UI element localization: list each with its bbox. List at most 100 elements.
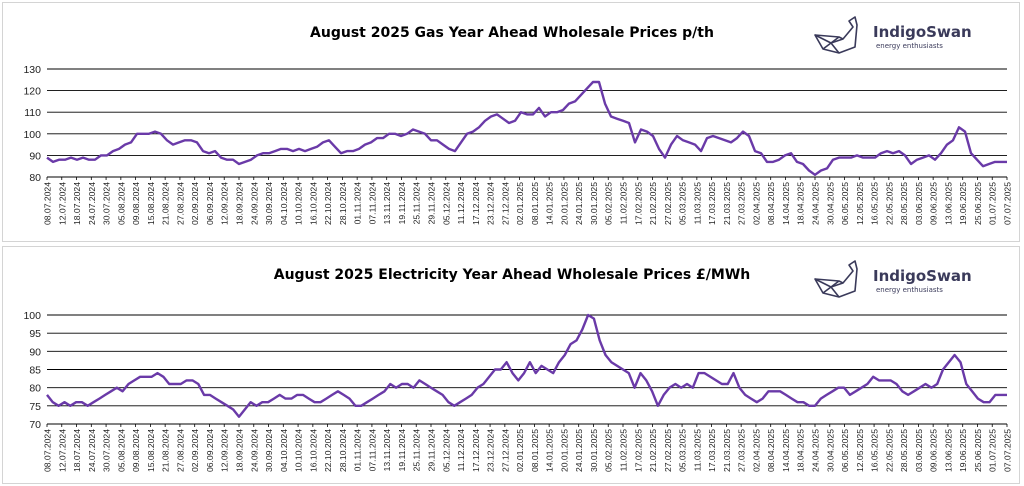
x-tick-label: 23.12.2024 (486, 429, 496, 472)
x-tick-label: 05.12.2024 (441, 429, 451, 472)
x-tick-label: 22.05.2025 (884, 182, 894, 225)
x-tick-label: 27.02.2025 (663, 429, 673, 472)
x-tick-label: 25.11.2024 (412, 429, 422, 472)
x-tick-label: 29.11.2024 (427, 182, 437, 225)
x-tick-label: 14.04.2025 (781, 429, 791, 472)
x-tick-label: 19.11.2024 (397, 182, 407, 225)
swan-logo-icon (814, 16, 858, 54)
x-tick-label: 02.04.2025 (751, 429, 761, 472)
x-tick-label: 30.09.2024 (264, 182, 274, 225)
x-tick-label: 17.02.2025 (633, 429, 643, 472)
x-tick-label: 19.06.2025 (958, 429, 968, 472)
x-tick-label: 30.04.2025 (825, 429, 835, 472)
y-tick-label: 90 (29, 346, 41, 358)
x-tick-label: 06.05.2025 (840, 182, 850, 225)
y-tick-label: 80 (29, 383, 41, 395)
x-tick-label: 01.11.2024 (353, 429, 363, 472)
x-tick-label: 30.07.2024 (102, 429, 112, 472)
x-tick-label: 10.10.2024 (294, 182, 304, 225)
x-tick-label: 19.11.2024 (397, 429, 407, 472)
x-tick-label: 15.08.2024 (146, 182, 156, 225)
x-tick-label: 30.01.2025 (589, 182, 599, 225)
x-tick-label: 12.05.2025 (855, 182, 865, 225)
x-tick-label: 28.05.2025 (899, 182, 909, 225)
x-tick-label: 12.09.2024 (220, 182, 230, 225)
x-tick-label: 29.11.2024 (427, 429, 437, 472)
brand-logo: IndigoSwan energy enthusiasts (809, 13, 972, 59)
x-tick-label: 05.02.2025 (604, 429, 614, 472)
x-tick-label: 13.06.2025 (943, 429, 953, 472)
x-tick-label: 11.12.2024 (456, 429, 466, 472)
x-tick-label: 07.11.2024 (367, 182, 377, 225)
x-tick-label: 08.07.2024 (43, 182, 53, 225)
x-tick-label: 08.01.2025 (530, 182, 540, 225)
x-tick-label: 11.12.2024 (456, 182, 466, 225)
y-tick-label: 130 (23, 64, 41, 76)
x-tick-label: 30.09.2024 (264, 429, 274, 472)
x-tick-label: 27.08.2024 (175, 182, 185, 225)
chart-title: August 2025 Electricity Year Ahead Whole… (273, 267, 751, 283)
x-tick-label: 04.10.2024 (279, 429, 289, 472)
x-tick-label: 12.05.2025 (855, 429, 865, 472)
x-tick-label: 18.04.2025 (796, 182, 806, 225)
x-tick-label: 24.09.2024 (249, 429, 259, 472)
x-tick-label: 05.08.2024 (116, 429, 126, 472)
x-tick-label: 21.08.2024 (161, 182, 171, 225)
x-tick-label: 11.03.2025 (692, 429, 702, 472)
y-tick-label: 120 (23, 86, 41, 98)
y-tick-label: 110 (24, 107, 41, 119)
x-tick-label: 03.06.2025 (914, 182, 924, 225)
x-tick-label: 06.09.2024 (205, 182, 215, 225)
x-tick-label: 23.12.2024 (486, 182, 496, 225)
x-tick-label: 11.02.2025 (619, 182, 629, 225)
x-tick-label: 27.08.2024 (175, 429, 185, 472)
y-tick-label: 90 (29, 150, 41, 162)
x-tick-label: 08.01.2025 (530, 429, 540, 472)
y-tick-label: 100 (23, 310, 41, 322)
electricity-chart-panel: August 2025 Electricity Year Ahead Whole… (2, 246, 1020, 484)
x-tick-label: 12.07.2024 (57, 429, 67, 472)
x-tick-label: 25.06.2025 (973, 429, 983, 472)
x-tick-label: 24.04.2025 (811, 429, 821, 472)
x-tick-label: 06.05.2025 (840, 429, 850, 472)
x-tick-label: 24.09.2024 (249, 182, 259, 225)
x-tick-label: 17.12.2024 (471, 429, 481, 472)
x-tick-label: 30.01.2025 (589, 429, 599, 472)
x-tick-label: 13.06.2025 (943, 182, 953, 225)
x-tick-label: 17.03.2025 (707, 182, 717, 225)
x-tick-label: 27.12.2024 (500, 182, 510, 225)
x-tick-label: 28.05.2025 (899, 429, 909, 472)
x-tick-label: 24.01.2025 (574, 429, 584, 472)
y-tick-label: 85 (29, 365, 41, 377)
x-tick-label: 18.09.2024 (235, 182, 245, 225)
x-tick-label: 28.10.2024 (338, 429, 348, 472)
x-tick-label: 16.05.2025 (870, 182, 880, 225)
y-tick-label: 80 (29, 172, 41, 184)
x-tick-label: 18.04.2025 (796, 429, 806, 472)
x-tick-label: 14.01.2025 (545, 182, 555, 225)
x-tick-label: 22.05.2025 (884, 429, 894, 472)
x-tick-label: 30.07.2024 (102, 182, 112, 225)
x-tick-label: 24.07.2024 (87, 429, 97, 472)
x-tick-label: 16.10.2024 (308, 182, 318, 225)
x-tick-label: 25.11.2024 (412, 182, 422, 225)
x-tick-label: 18.07.2024 (72, 429, 82, 472)
x-tick-label: 02.01.2025 (515, 182, 525, 225)
brand-tagline: energy enthusiasts (876, 286, 943, 294)
x-tick-label: 05.02.2025 (604, 182, 614, 225)
x-tick-label: 08.04.2025 (766, 182, 776, 225)
x-tick-label: 08.04.2025 (766, 429, 776, 472)
x-tick-label: 06.09.2024 (205, 429, 215, 472)
x-tick-label: 16.10.2024 (308, 429, 318, 472)
chart-title: August 2025 Gas Year Ahead Wholesale Pri… (310, 25, 714, 41)
x-tick-label: 21.03.2025 (722, 429, 732, 472)
x-tick-label: 05.03.2025 (678, 182, 688, 225)
x-tick-label: 16.05.2025 (870, 429, 880, 472)
x-tick-label: 27.03.2025 (737, 182, 747, 225)
y-tick-label: 95 (29, 328, 41, 340)
x-tick-label: 22.10.2024 (323, 182, 333, 225)
x-tick-label: 19.06.2025 (958, 182, 968, 225)
x-tick-label: 27.12.2024 (500, 429, 510, 472)
x-tick-label: 05.03.2025 (678, 429, 688, 472)
swan-logo-icon (814, 260, 858, 298)
